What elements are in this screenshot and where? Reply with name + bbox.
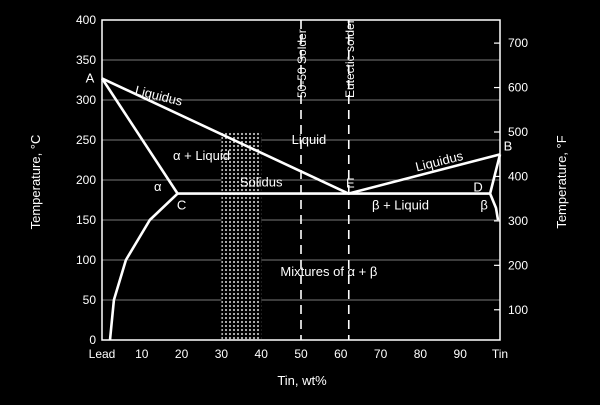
y-right-tick-label: 400 [508, 169, 528, 183]
point-label-b: B [504, 138, 513, 153]
x-tick-label: 70 [374, 347, 388, 361]
point-label-c: C [177, 198, 186, 213]
x-tick-label: 60 [334, 347, 348, 361]
x-tick-label: Tin [492, 347, 508, 361]
annotation-label: Solidus [240, 174, 283, 189]
annotation-label: Liquid [292, 132, 327, 147]
curve-solidus [100, 77, 502, 195]
curve-solvus-alpha [108, 192, 179, 341]
reference-line-label: Eutectic solder [343, 19, 357, 98]
curve-solvus-beta [488, 193, 500, 221]
reference-line-label: 50-50 Solder [295, 29, 309, 98]
y-right-tick-label: 700 [508, 36, 528, 50]
y-left-tick-label: 350 [76, 53, 96, 67]
y-right-tick-label: 500 [508, 125, 528, 139]
point-labels: A B C D E [86, 70, 513, 212]
shaded-composition-region [221, 132, 262, 340]
point-label-d: D [473, 180, 482, 195]
y-left-tick-label: 0 [89, 333, 96, 347]
y-right-tick-labels: 100 200 300 400 500 600 700 [494, 36, 528, 317]
x-tick-label: Lead [89, 347, 116, 361]
annotation-label: β [480, 198, 487, 213]
y-left-tick-label: 50 [83, 293, 97, 307]
point-label-e: E [346, 176, 355, 191]
point-label-a: A [86, 70, 95, 85]
x-tick-labels: Lead 10 20 30 40 50 60 70 80 90 Tin [89, 347, 508, 361]
y-axis-right-label: Temperature, °F [554, 135, 569, 228]
y-left-tick-label: 400 [76, 13, 96, 27]
annotation-label: α [154, 179, 162, 194]
x-axis-label: Tin, wt% [277, 373, 327, 388]
y-right-tick-label: 100 [508, 303, 528, 317]
y-left-tick-label: 300 [76, 93, 96, 107]
x-tick-label: 80 [414, 347, 428, 361]
y-right-tick-label: 200 [508, 258, 528, 272]
x-tick-label: 50 [294, 347, 308, 361]
y-left-tick-label: 250 [76, 133, 96, 147]
x-tick-label: 90 [454, 347, 468, 361]
reference-lines: 50-50 Solder Eutectic solder [295, 19, 357, 340]
annotation-label: α + Liquid [173, 148, 230, 163]
x-tick-label: 10 [135, 347, 149, 361]
y-left-tick-label: 100 [76, 253, 96, 267]
y-axis-left-label: Temperature, °C [28, 135, 43, 230]
x-tick-label: 20 [175, 347, 189, 361]
annotation-label: β + Liquid [372, 198, 429, 213]
y-right-tick-label: 300 [508, 214, 528, 228]
phase-curves [100, 77, 502, 341]
x-tick-label: 30 [215, 347, 229, 361]
annotation-label: Mixtures of α + β [280, 264, 377, 279]
y-left-tick-label: 150 [76, 213, 96, 227]
y-left-tick-labels: 0 50 100 150 200 250 300 350 400 [76, 13, 96, 347]
y-right-tick-label: 600 [508, 81, 528, 95]
y-left-tick-label: 200 [76, 173, 96, 187]
x-tick-label: 40 [255, 347, 269, 361]
plot-frame [101, 19, 501, 341]
